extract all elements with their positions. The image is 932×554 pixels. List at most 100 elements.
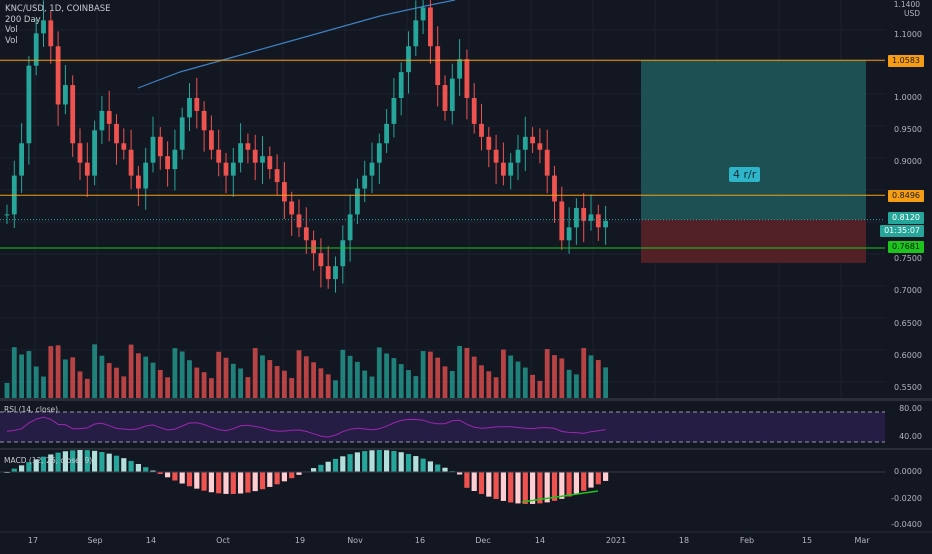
time-axis-label: 2021 [605,536,627,545]
volume-bar [522,367,528,398]
volume-bar [282,370,287,398]
macd-histogram-bar [230,472,236,494]
volume-bar [179,351,185,398]
macd-histogram-bar [398,452,404,472]
macd-histogram-bar [405,453,412,472]
resistance-mid-tag[interactable]: 0.8496 [888,190,924,202]
candle-body [238,143,243,163]
volume-bar [48,346,54,398]
risk-reward-stop-zone [641,219,866,263]
candle-body [552,175,557,202]
volume-bar [413,376,419,398]
macd-histogram-bar [106,453,112,472]
candle-body [318,253,324,267]
candle-body [26,65,32,144]
macd-histogram-bar [113,455,120,472]
candle-body [289,201,295,215]
symbol-title[interactable]: KNC/USD, 1D, COINBASE [5,4,111,14]
volume-bar [55,345,61,398]
volume-bar [588,355,594,398]
rsi-level-high: 80.00 [899,404,922,413]
macd-histogram-bar [11,468,17,472]
time-axis-label: 15 [801,536,813,545]
price-tick: 0.7000 [894,286,922,295]
macd-histogram-bar [165,472,171,478]
candle-body [33,33,39,66]
macd-histogram-bar [369,450,375,472]
candle-body [216,149,222,163]
macd-histogram-bar [179,472,185,484]
volume-bar [194,367,200,398]
macd-histogram-bar [457,472,463,475]
volume-bar [362,370,368,398]
volume-bar [369,376,375,398]
volume-bar [128,344,134,398]
time-axis-label: 14 [534,536,546,545]
macd-histogram-bar [362,451,368,472]
ma-indicator-label[interactable]: 200 Day [5,14,41,25]
volume-bar [428,351,433,398]
candle-body [464,59,470,98]
resistance-high-tag[interactable]: 1.0583 [888,55,924,67]
volume-bar [245,377,251,398]
volume-bar [376,347,382,398]
volume-bar [442,366,448,398]
volume-bar [420,351,426,398]
volume-bar [552,355,557,398]
candle-body [486,136,492,150]
candle-body [493,149,499,163]
volume-bar [11,347,17,398]
candle-body [501,162,506,176]
top-price-tag: 1.1400 USD [894,0,920,18]
candle-body [544,149,550,176]
macd-histogram-bar [442,467,448,472]
volume-bar [289,378,295,398]
candle-body [172,149,178,170]
volume-indicator-label-2[interactable]: Vol [5,35,18,46]
volume-indicator-label[interactable]: Vol [5,25,18,35]
macd-histogram-bar [55,452,61,472]
macd-histogram-bar [420,458,426,472]
macd-histogram-bar [537,472,543,504]
macd-histogram-bar [559,472,565,499]
macd-histogram-bar [216,472,222,494]
support-tag[interactable]: 0.7681 [888,241,924,253]
volume-bar [143,356,149,398]
macd-histogram-bar [354,452,360,472]
volume-bar [508,355,514,398]
candle-body [522,136,528,150]
volume-bar [99,355,105,398]
volume-bar [172,348,178,398]
volume-bar [559,358,565,398]
candle-body [362,175,368,189]
macd-histogram-bar [143,467,149,472]
candle-body [223,162,229,176]
candle-body [420,7,426,21]
macd-histogram-bar [325,461,331,472]
volume-bar [4,383,10,398]
volume-bar [355,361,360,398]
rsi-pane-label[interactable]: RSI (14, close) [4,405,59,414]
time-axis-bg [0,532,932,550]
candle-body [515,149,521,163]
macd-pane-label[interactable]: MACD (12, 26, close, 9) [4,456,93,465]
time-axis-label: 14 [145,536,157,545]
risk-reward-label[interactable]: 4 r/r [729,167,761,182]
volume-bar [201,372,207,398]
volume-bar [544,349,550,398]
candle-body [355,188,360,215]
macd-histogram-bar [522,472,528,504]
volume-bar [311,362,316,398]
macd-histogram-bar [26,462,32,472]
volume-bar [267,360,273,398]
macd-histogram-bar [332,458,339,472]
volume-bar [464,347,470,398]
candle-body [157,136,163,157]
volume-bar [325,374,331,398]
candle-body [603,220,608,228]
volume-bar [238,368,243,398]
macd-histogram-bar [274,472,280,485]
candle-body [99,110,105,131]
